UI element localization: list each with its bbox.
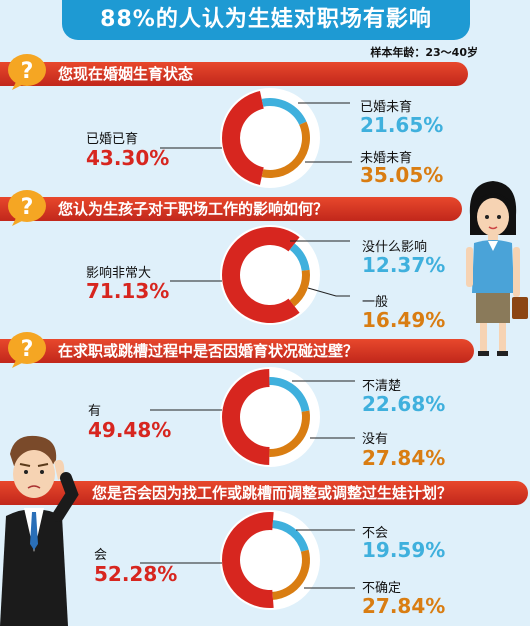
- donut-slice-一般: [289, 269, 310, 307]
- donut-hole: [242, 247, 298, 303]
- slice-percent: 27.84%: [362, 594, 446, 618]
- donut-hole: [242, 532, 298, 588]
- slice-label: 不确定: [362, 581, 402, 596]
- question-3-bar: 在求职或跳槽过程中是否因婚育状况碰过壁？: [0, 339, 474, 363]
- donut-slice-有: [221, 369, 270, 465]
- slice-percent: 49.48%: [88, 418, 172, 442]
- donut-chart-4: [220, 510, 320, 610]
- donut-slice-没有: [269, 410, 310, 457]
- donut-chart-3: [220, 367, 320, 467]
- donut-slice-影响非常大: [222, 227, 300, 323]
- slice-label: 有: [88, 404, 102, 419]
- slice-label: 没有: [362, 432, 389, 447]
- donut-slice-会: [222, 512, 274, 608]
- slice-percent: 71.13%: [86, 279, 170, 303]
- donut-slice-已婚未育: [261, 98, 307, 125]
- question-mark-icon: ?: [8, 54, 46, 90]
- question-1-bar: 您现在婚姻生育状态: [0, 62, 468, 86]
- question-4-bar: 您是否会因为找工作或跳槽而调整或调整过生娃计划？: [0, 481, 528, 505]
- slice-label: 已婚已育: [86, 132, 139, 147]
- slice-label: 已婚未育: [360, 100, 413, 115]
- donut-hole: [242, 110, 298, 166]
- donut-slice-不确定: [272, 549, 310, 600]
- page-title: 88%的人认为生娃对职场有影响: [100, 7, 432, 32]
- donut-slice-不清楚: [269, 377, 310, 412]
- title-banner: 88%的人认为生娃对职场有影响: [62, 0, 470, 40]
- question-2-text: 您认为生孩子对于职场工作的影响如何？: [58, 200, 329, 218]
- slice-label: 未婚未育: [360, 151, 413, 166]
- slice-percent: 19.59%: [362, 538, 446, 562]
- slice-label: 影响非常大: [86, 266, 152, 281]
- slice-label: 一般: [362, 295, 389, 310]
- slice-percent: 43.30%: [86, 146, 170, 170]
- question-3-text: 在求职或跳槽过程中是否因婚育状况碰过壁？: [58, 342, 359, 360]
- donut-slice-不会: [272, 520, 309, 552]
- question-mark-icon: ?: [8, 190, 46, 226]
- man-illustration: [0, 435, 79, 626]
- slice-percent: 16.49%: [362, 308, 446, 332]
- donut-chart-2: [220, 225, 320, 325]
- svg-text:?: ?: [21, 195, 34, 220]
- donut-slice-未婚未育: [261, 121, 310, 178]
- slice-percent: 21.65%: [360, 113, 444, 137]
- slice-percent: 27.84%: [362, 446, 446, 470]
- sample-age-note: 样本年龄：23～40岁: [370, 46, 478, 59]
- donut-slice-没什么影响: [289, 243, 310, 271]
- slice-percent: 12.37%: [362, 253, 446, 277]
- woman-illustration: [466, 181, 528, 356]
- slice-percent: 22.68%: [362, 392, 446, 416]
- donut-slice-已婚已育: [222, 91, 264, 185]
- donut-hole: [242, 389, 298, 445]
- slice-percent: 52.28%: [94, 562, 178, 586]
- slice-label: 会: [94, 548, 108, 563]
- slice-label: 没什么影响: [362, 240, 428, 255]
- question-mark-icon: ?: [8, 332, 46, 368]
- svg-text:?: ?: [21, 337, 34, 362]
- slice-label: 不会: [362, 526, 389, 541]
- slice-label: 不清楚: [362, 379, 402, 394]
- donut-chart-1: [220, 88, 320, 188]
- slice-percent: 35.05%: [360, 163, 444, 187]
- question-4-text: 您是否会因为找工作或跳槽而调整或调整过生娃计划？: [92, 484, 453, 502]
- question-2-bar: 您认为生孩子对于职场工作的影响如何？: [0, 197, 462, 221]
- svg-text:?: ?: [21, 59, 34, 84]
- question-1-text: 您现在婚姻生育状态: [58, 65, 194, 83]
